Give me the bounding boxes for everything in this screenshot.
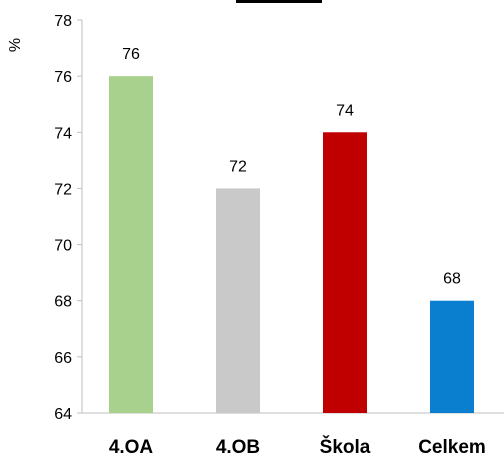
y-tick-label: 64 bbox=[54, 406, 72, 423]
x-tick-label: 4.OA bbox=[109, 437, 154, 458]
bar-value-label: 74 bbox=[336, 102, 354, 119]
y-ticks: 64 66 68 70 72 74 76 78 bbox=[54, 13, 82, 423]
y-tick-label: 72 bbox=[54, 181, 72, 198]
bar bbox=[216, 188, 260, 413]
x-tick-label: Celkem bbox=[418, 437, 486, 458]
bar bbox=[323, 132, 367, 414]
bar bbox=[109, 76, 153, 414]
x-tick-label: 4.OB bbox=[216, 437, 260, 458]
bar-value-label: 72 bbox=[229, 158, 247, 175]
bar-value-label: 68 bbox=[443, 271, 461, 288]
y-tick-label: 78 bbox=[54, 13, 72, 30]
y-axis-label: % bbox=[7, 38, 24, 52]
bar bbox=[430, 300, 474, 413]
y-tick-label: 70 bbox=[54, 238, 72, 255]
y-tick-label: 74 bbox=[54, 125, 72, 142]
x-tick-labels: 4.OA 4.OB Škola Celkem bbox=[109, 436, 486, 458]
y-tick-label: 76 bbox=[54, 69, 72, 86]
x-tick-label: Škola bbox=[320, 436, 371, 458]
bars bbox=[109, 76, 474, 414]
y-tick-label: 66 bbox=[54, 350, 72, 367]
data-labels: 76 72 74 68 bbox=[122, 46, 461, 288]
title-fragment bbox=[236, 0, 322, 3]
y-tick-label: 68 bbox=[54, 294, 72, 311]
bar-value-label: 76 bbox=[122, 46, 140, 63]
